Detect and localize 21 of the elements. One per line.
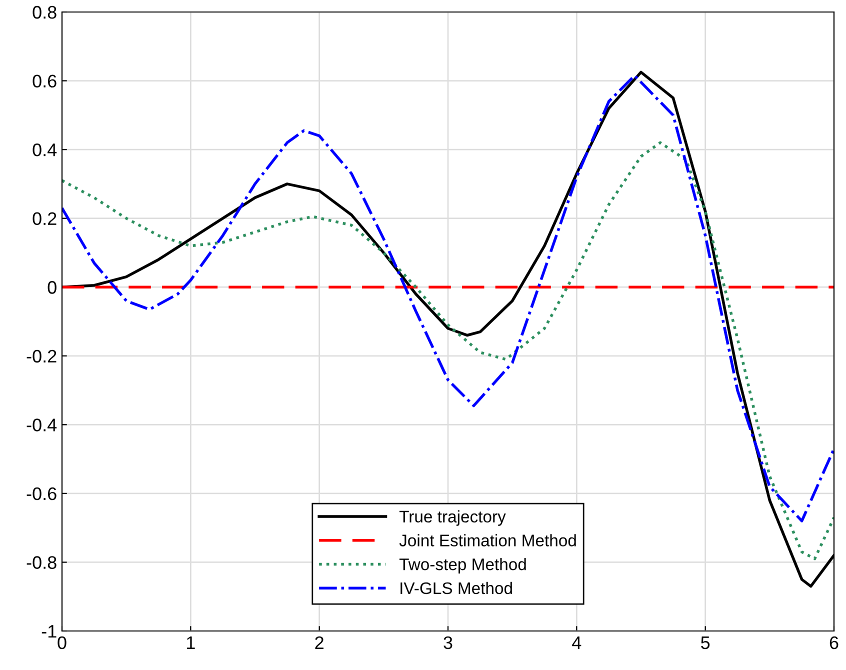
x-tick-label: 3 [444, 636, 452, 650]
y-tick-label: -1 [42, 625, 56, 638]
x-tick-label: 0 [58, 636, 66, 650]
y-tick-label: 0.8 [32, 6, 56, 19]
y-tick-label: 0.6 [32, 74, 56, 88]
legend-label: IV-GLS Method [400, 582, 512, 594]
legend-label: True trajectory [399, 510, 506, 526]
y-tick-label: 0 [48, 281, 56, 294]
y-tick-label: -0.6 [26, 487, 56, 500]
x-tick-label: 5 [701, 636, 710, 650]
y-tick-label: 0.4 [32, 143, 57, 156]
x-tick-label: 6 [830, 636, 838, 650]
y-tick-label: -0.8 [26, 556, 56, 569]
x-tick-label: 4 [572, 636, 582, 649]
x-tick-label: 2 [315, 636, 324, 649]
x-tick-label: 1 [187, 636, 195, 649]
legend-label: Joint Estimation Method [399, 534, 576, 546]
y-tick-label: 0.2 [32, 212, 56, 226]
y-tick-label: -0.2 [26, 350, 56, 363]
y-tick-label: -0.4 [26, 418, 57, 432]
legend-label: Two-step Method [399, 558, 526, 574]
